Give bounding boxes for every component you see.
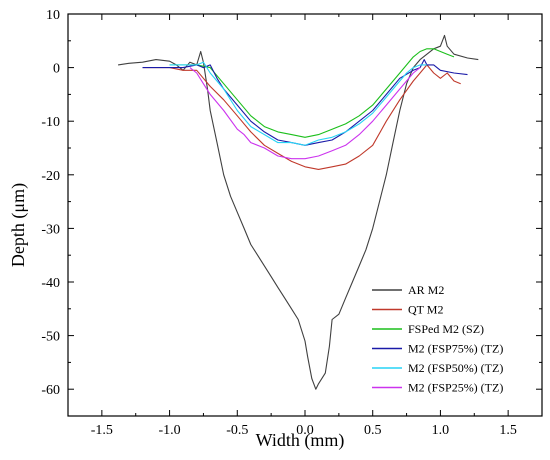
series-line-6	[189, 67, 421, 160]
series-line-1	[118, 34, 479, 390]
legend-label: M2 (FSP50%) (TZ)	[408, 361, 503, 375]
plot-area	[67, 13, 543, 417]
legend-label: M2 (FSP75%) (TZ)	[408, 342, 503, 356]
x-tick-label: -1.5	[91, 423, 113, 438]
x-tick-label: 1.0	[432, 423, 450, 438]
series-lines	[118, 34, 479, 390]
y-tick-label: 10	[46, 8, 60, 23]
y-tick-label: -20	[41, 169, 60, 184]
series-line-3	[169, 48, 455, 138]
legend-label: QT M2	[408, 303, 443, 317]
x-axis-label: Width (mm)	[256, 430, 345, 451]
series-line-4	[142, 59, 468, 146]
axis-ticks: -1.5 -1.0 -0.5 0.0 0.5 1.0 1.5 10 0 -10 -20 -30 -40 -…	[41, 8, 543, 438]
legend-label: AR M2	[408, 283, 444, 297]
y-axis-label: Depth (μm)	[8, 183, 29, 267]
legend-label: M2 (FSP25%) (TZ)	[408, 381, 503, 395]
x-tick-label: -0.5	[226, 423, 248, 438]
y-tick-label: -50	[41, 330, 60, 345]
y-tick-label: -30	[41, 222, 60, 237]
x-tick-label: 1.5	[499, 423, 517, 438]
y-tick-label: -40	[41, 276, 60, 291]
x-tick-label: -1.0	[158, 423, 180, 438]
series-line-5	[169, 61, 427, 146]
legend-label: FSPed M2 (SZ)	[408, 322, 484, 336]
x-tick-label: 0.0	[296, 423, 314, 438]
y-tick-label: -60	[41, 383, 60, 398]
legend: AR M2 QT M2 FSPed M2 (SZ) M2 (FSP75%) (TZ) M…	[372, 283, 503, 395]
x-tick-label: 0.5	[364, 423, 382, 438]
y-tick-label: -10	[41, 115, 60, 130]
y-tick-label: 0	[53, 62, 60, 77]
series-line-2	[142, 64, 461, 170]
plot-frame	[67, 13, 543, 417]
